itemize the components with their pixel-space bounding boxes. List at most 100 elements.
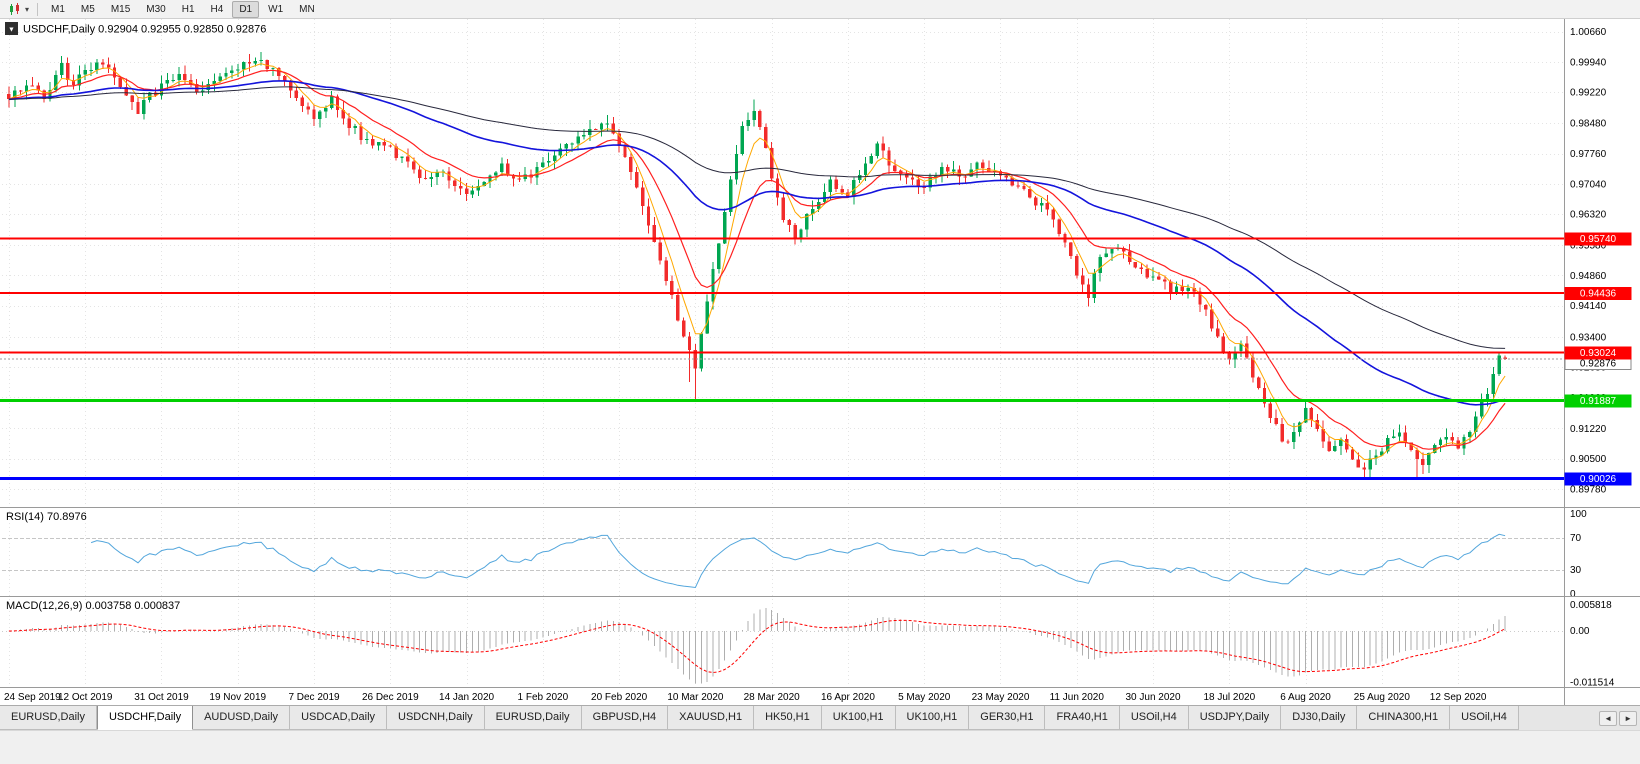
svg-text:100: 100 [1570,509,1587,520]
svg-text:12 Sep 2020: 12 Sep 2020 [1430,692,1487,703]
price-chart-canvas[interactable]: 1.00660 0.99940 0.99220 0.98480 0.97760 0.970… [0,19,1640,705]
svg-text:0.97760: 0.97760 [1570,149,1607,160]
svg-text:7 Dec 2019: 7 Dec 2019 [288,692,340,703]
timeframe-button-M30[interactable]: M30 [146,3,166,15]
svg-text:24 Sep 2019: 24 Sep 2019 [4,692,61,703]
svg-text:70: 70 [1570,533,1582,544]
chart-tab-HK50-H1[interactable]: HK50,H1 [754,706,822,730]
svg-text:0.95740: 0.95740 [1580,234,1617,245]
svg-text:0.90500: 0.90500 [1570,454,1607,465]
timeframe-buttons: M1 M5 M15 M30 H1 H4 D1 W1 MN [43,0,323,18]
svg-text:5 May 2020: 5 May 2020 [898,692,951,703]
svg-text:0.94436: 0.94436 [1580,289,1617,300]
chart-grid [2,19,1564,687]
toolbar-separator [37,2,39,16]
svg-text:6 Aug 2020: 6 Aug 2020 [1280,692,1331,703]
chart-tab-USOil-H4[interactable]: USOil,H4 [1450,706,1519,730]
timeframe-button-D1[interactable]: D1 [232,0,260,18]
svg-text:20 Feb 2020: 20 Feb 2020 [591,692,648,703]
svg-text:0.97040: 0.97040 [1570,179,1607,190]
chart-tab-DJ30-Daily[interactable]: DJ30,Daily [1281,706,1358,730]
one-click-trading-toggle[interactable] [5,22,18,35]
svg-text:12 Oct 2019: 12 Oct 2019 [58,692,113,703]
chart-tab-XAUUSD-H1[interactable]: XAUUSD,H1 [668,706,755,730]
rsi-line [90,533,1506,589]
chart-type-dropdown-caret[interactable]: ▾ [25,4,30,14]
svg-text:30 Jun 2020: 30 Jun 2020 [1126,692,1181,703]
chart-tab-UK100-H1[interactable]: UK100,H1 [895,706,970,730]
candlestick-chart-icon[interactable] [5,2,24,17]
timeframe-button-H4[interactable]: H4 [210,3,224,15]
svg-text:0.94860: 0.94860 [1570,271,1607,282]
ma-line-13 [8,69,1506,450]
timeframe-button-MN[interactable]: MN [299,3,315,15]
price-tag-0.91887: 0.91887 [1564,394,1632,408]
svg-text:28 Mar 2020: 28 Mar 2020 [744,692,801,703]
svg-text:19 Nov 2019: 19 Nov 2019 [209,692,266,703]
svg-text:0.00: 0.00 [1570,626,1590,637]
chart-tab-AUDUSD-Daily[interactable]: AUDUSD,Daily [193,706,291,730]
macd-signal-line [8,619,1506,674]
timeframe-button-H1[interactable]: H1 [181,3,195,15]
macd-label: MACD(12,26,9) 0.003758 0.000837 [6,600,180,612]
rsi-label: RSI(14) 70.8976 [6,511,87,523]
price-axis: 1.00660 0.99940 0.99220 0.98480 0.97760 0.970… [1570,27,1615,688]
svg-text:0.99940: 0.99940 [1570,57,1607,68]
svg-text:30: 30 [1570,565,1582,576]
svg-text:0.96320: 0.96320 [1570,210,1607,221]
svg-text:0: 0 [1570,589,1576,600]
horizontal-lines [0,237,1564,481]
svg-text:0.89780: 0.89780 [1570,484,1607,495]
timeframe-button-M1[interactable]: M1 [51,3,65,15]
svg-text:10 Mar 2020: 10 Mar 2020 [667,692,724,703]
tab-scroll-right-button[interactable]: ► [1619,710,1637,726]
chart-tab-EURUSD-Daily[interactable]: EURUSD,Daily [484,706,582,730]
svg-text:26 Dec 2019: 26 Dec 2019 [362,692,419,703]
status-bar [0,730,1640,764]
chart-tabs: EURUSD,Daily USDCHF,Daily AUDUSD,Daily USDC… [0,706,1596,730]
svg-text:25 Aug 2020: 25 Aug 2020 [1354,692,1411,703]
timeframe-button-M15[interactable]: M15 [110,3,131,15]
svg-text:0.98480: 0.98480 [1570,119,1607,130]
svg-text:0.91887: 0.91887 [1580,396,1617,407]
svg-text:16 Apr 2020: 16 Apr 2020 [821,692,875,703]
svg-text:0.93400: 0.93400 [1570,332,1607,343]
chart-tab-UK100-H1[interactable]: UK100,H1 [821,706,896,730]
tab-scroll-left-button[interactable]: ◄ [1599,710,1618,726]
chart-tab-USDCAD-Daily[interactable]: USDCAD,Daily [290,706,388,730]
ma-line-50 [8,80,1506,406]
chart-tab-USOil-H4[interactable]: USOil,H4 [1119,706,1189,730]
svg-text:0.99220: 0.99220 [1570,88,1607,99]
svg-text:-0.011514: -0.011514 [1570,677,1615,688]
chart-tab-GER30-H1[interactable]: GER30,H1 [969,706,1046,730]
svg-text:0.95580: 0.95580 [1570,241,1607,252]
svg-text:11 Jun 2020: 11 Jun 2020 [1050,692,1105,703]
chart-tab-FRA40-H1[interactable]: FRA40,H1 [1045,706,1120,730]
svg-text:0.93024: 0.93024 [1580,348,1617,359]
timeframe-button-W1[interactable]: W1 [268,3,284,15]
svg-text:▼: ▼ [8,27,15,34]
svg-text:18 Jul 2020: 18 Jul 2020 [1203,692,1255,703]
svg-text:0.94140: 0.94140 [1570,301,1607,312]
chart-tab-GBPUSD-H4[interactable]: GBPUSD,H4 [581,706,669,730]
svg-text:23 May 2020: 23 May 2020 [972,692,1030,703]
pane-separators [0,19,1640,705]
timeframe-button-M5[interactable]: M5 [80,3,95,15]
chart-tab-CHINA300-H1[interactable]: CHINA300,H1 [1357,706,1451,730]
chart-tab-USDCHF-Daily[interactable]: USDCHF,Daily [96,706,194,730]
chart-tab-USDCNH-Daily[interactable]: USDCNH,Daily [387,706,485,730]
svg-text:1 Feb 2020: 1 Feb 2020 [518,692,569,703]
chart-tab-USDJPY-Daily[interactable]: USDJPY,Daily [1188,706,1282,730]
price-tag-0.93024: 0.93024 [1564,346,1632,360]
timeframe-toolbar: ▾ M1 M5 M15 M30 H1 H4 D1 W1 MN [0,0,1640,19]
chart-tab-bar: EURUSD,Daily USDCHF,Daily AUDUSD,Daily USDC… [0,705,1640,730]
tab-scroll-arrows: ◄ ► [1596,706,1640,730]
svg-text:31 Oct 2019: 31 Oct 2019 [134,692,189,703]
chart-region: 1.00660 0.99940 0.99220 0.98480 0.97760 0.970… [0,19,1640,705]
svg-text:0.90026: 0.90026 [1580,474,1617,485]
svg-text:1.00660: 1.00660 [1570,27,1607,38]
chart-tab-EURUSD-Daily[interactable]: EURUSD,Daily [0,706,97,730]
svg-text:0.91220: 0.91220 [1570,424,1607,435]
